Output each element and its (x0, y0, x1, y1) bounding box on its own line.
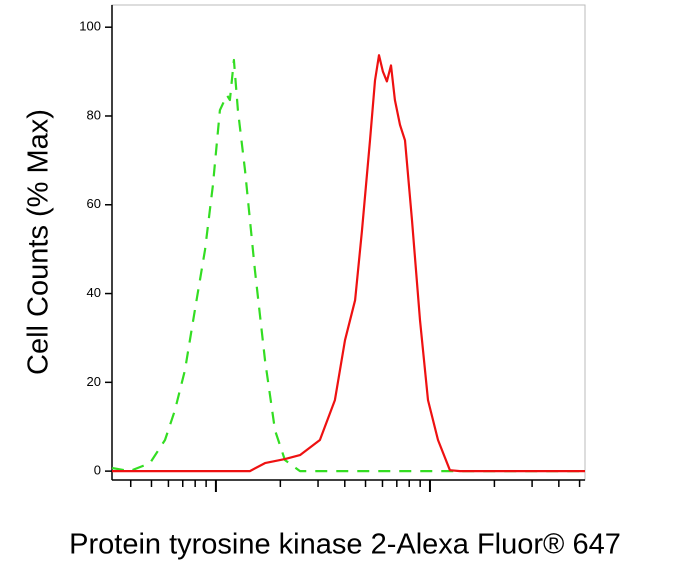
y-tick-label: 80 (87, 107, 101, 122)
series-line (111, 58, 585, 473)
plot-frame (111, 4, 586, 481)
y-tick-label: 60 (87, 196, 101, 211)
x-axis-label: Protein tyrosine kinase 2-Alexa Fluor® 6… (69, 529, 621, 561)
y-tick-label: 100 (79, 19, 101, 34)
y-tick-label: 20 (87, 374, 101, 389)
series-line (112, 54, 585, 473)
y-tick-label: 0 (94, 463, 101, 478)
y-axis-label: Cell Counts (% Max) (23, 109, 55, 375)
y-tick-label: 40 (87, 285, 101, 300)
